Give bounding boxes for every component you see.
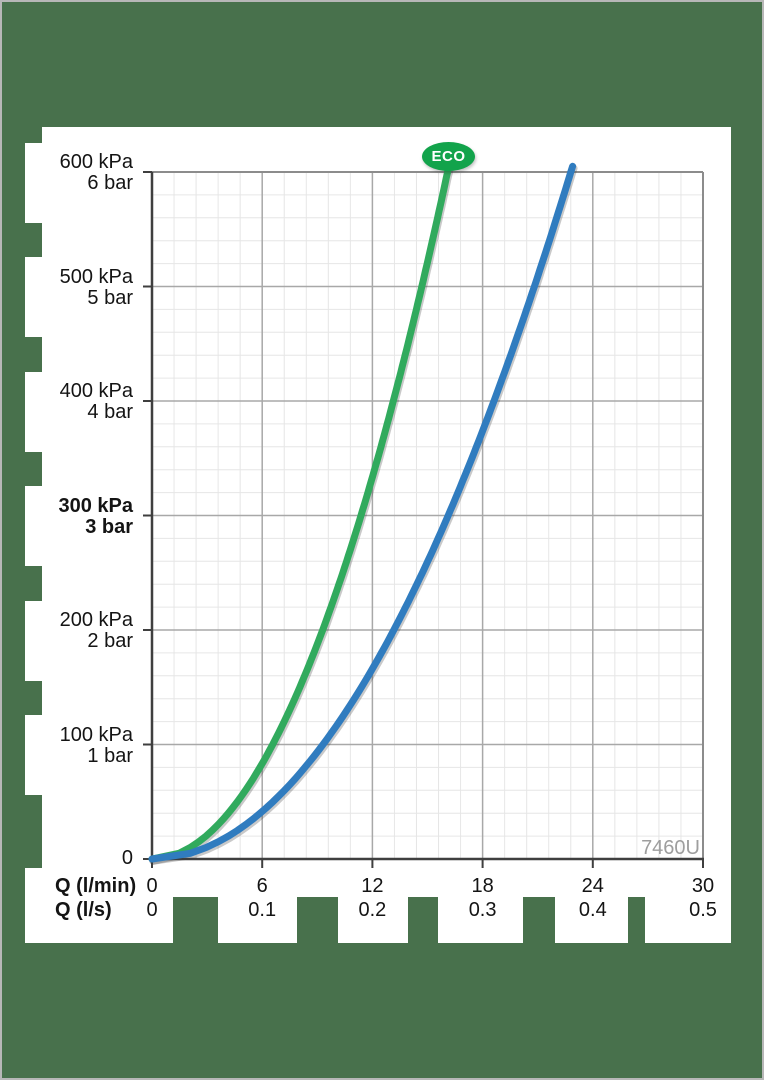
x-tick-ls-0: 0 [146,899,158,921]
ECO-curve-shadow [149,147,458,865]
label-backdrop-block [645,896,731,943]
y-axis-label-kpa: 600 kPa [59,151,133,173]
y-axis-label-bar: 2 bar [87,630,133,652]
x-tick-ls-0.2: 0.2 [358,899,387,921]
x-tick-lmin-18: 18 [471,875,494,897]
label-backdrop-block [25,143,43,223]
label-backdrop-block [555,896,628,943]
x-tick-lmin-6: 6 [256,875,268,897]
label-backdrop-block [25,257,43,337]
y-axis-label-kpa: 500 kPa [59,265,133,288]
y-axis-label-kpa: 300 kPa [58,494,133,517]
label-backdrop-block [25,868,173,943]
x-tick-lmin-12: 12 [361,875,384,897]
product-code-label: 7460U [641,837,700,859]
label-backdrop-block [438,896,523,943]
y-axis-label-bar: 5 bar [87,286,133,309]
y-axis-label-400: 400 kPa 4 bar [13,381,133,423]
y-axis-label-100: 100 kPa 1 bar [13,723,133,767]
x-tick-lmin-30: 30 [691,875,715,897]
label-backdrop-block [218,896,297,943]
x-axis-unit-label-ls: Q (l/s) [55,899,112,921]
y-axis-label-bar: 4 bar [87,401,133,423]
x-tick-ls-0.5: 0.5 [689,899,717,921]
y-axis-label-kpa: 200 kPa [59,609,133,631]
y-axis-label-kpa: 100 kPa [59,723,133,746]
x-tick-ls-0.3: 0.3 [468,899,497,921]
x-tick-ls-0.1: 0.1 [248,899,277,921]
standard-curve [148,162,577,863]
x-tick-lmin-24: 24 [581,875,604,897]
y-axis-label-bar: 6 bar [87,172,133,194]
y-axis-label-200: 200 kPa 2 bar [13,610,133,652]
eco-badge: ECO [422,142,475,171]
label-backdrop-block [25,372,43,452]
y-axis-label-bar: 1 bar [87,744,133,767]
eco-badge-label: ECO [431,148,466,165]
chart-panel [42,127,731,897]
x-tick-lmin-0: 0 [146,875,158,897]
label-backdrop-block [25,601,43,681]
label-backdrop-block [25,486,43,566]
y-axis-label-bar: 3 bar [85,515,133,538]
y-axis-label-300: 300 kPa 3 bar [13,494,133,538]
y-axis-zero-label: 0 [121,847,133,869]
label-backdrop-block [25,715,43,795]
y-axis-label-500: 500 kPa 5 bar [13,265,133,309]
label-backdrop-block [338,896,408,943]
x-axis-unit-label-lmin: Q (l/min) [55,875,137,897]
y-axis-label-600: 600 kPa 6 bar [13,152,133,194]
ECO-curve [148,145,456,863]
y-axis-label-kpa: 400 kPa [59,380,133,402]
x-tick-ls-0.4: 0.4 [578,899,607,921]
